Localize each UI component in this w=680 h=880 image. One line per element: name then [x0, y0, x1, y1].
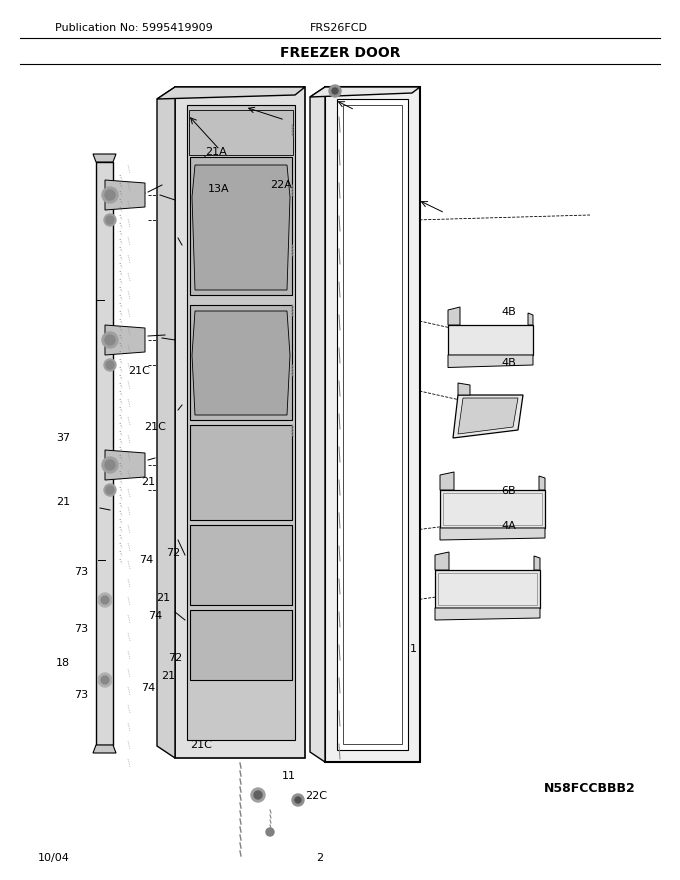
Text: 21C: 21C [190, 740, 211, 751]
Polygon shape [190, 610, 292, 680]
Text: 2: 2 [316, 853, 324, 863]
Circle shape [105, 335, 115, 345]
Polygon shape [105, 180, 145, 210]
Text: 6B: 6B [501, 486, 516, 496]
Text: 4B: 4B [501, 357, 516, 368]
Circle shape [104, 359, 116, 371]
Text: 13A: 13A [208, 184, 230, 194]
Text: 21A: 21A [205, 147, 227, 158]
Polygon shape [105, 450, 145, 480]
Text: 18: 18 [56, 657, 70, 668]
Polygon shape [93, 745, 116, 753]
Text: 72: 72 [167, 547, 180, 558]
Circle shape [104, 214, 116, 226]
Circle shape [266, 828, 274, 836]
Text: 21C: 21C [129, 366, 150, 377]
Polygon shape [539, 476, 545, 490]
Circle shape [102, 187, 118, 203]
Polygon shape [448, 325, 533, 355]
Circle shape [251, 788, 265, 802]
Polygon shape [325, 87, 420, 762]
Polygon shape [440, 528, 545, 540]
Circle shape [98, 593, 112, 607]
Text: 22A: 22A [270, 180, 292, 190]
Polygon shape [105, 325, 145, 355]
Text: FREEZER DOOR: FREEZER DOOR [279, 46, 401, 60]
Text: 21: 21 [162, 671, 175, 681]
Circle shape [105, 190, 115, 200]
Circle shape [329, 85, 341, 97]
Text: N58FCCBBB2: N58FCCBBB2 [544, 781, 636, 795]
Text: 21: 21 [156, 593, 170, 604]
Circle shape [104, 484, 116, 496]
Circle shape [101, 596, 109, 604]
Text: 73: 73 [75, 624, 88, 634]
Polygon shape [192, 311, 290, 415]
Polygon shape [343, 105, 402, 744]
Text: 74: 74 [141, 683, 155, 693]
Polygon shape [187, 105, 295, 740]
Polygon shape [93, 154, 116, 162]
Polygon shape [337, 99, 408, 750]
Polygon shape [534, 556, 540, 570]
Text: 73: 73 [75, 567, 88, 577]
Polygon shape [453, 395, 523, 438]
Circle shape [254, 791, 262, 799]
Circle shape [332, 88, 338, 94]
Polygon shape [96, 162, 113, 745]
Polygon shape [458, 383, 470, 395]
Text: 22C: 22C [305, 791, 327, 802]
Polygon shape [190, 525, 292, 605]
Polygon shape [192, 165, 290, 290]
Polygon shape [190, 305, 292, 420]
Circle shape [106, 361, 114, 369]
Circle shape [106, 216, 114, 224]
Text: 21: 21 [141, 477, 155, 488]
Circle shape [102, 457, 118, 473]
Text: Publication No: 5995419909: Publication No: 5995419909 [55, 23, 213, 33]
Text: 1: 1 [410, 644, 417, 655]
Text: FRS26FCD: FRS26FCD [310, 23, 368, 33]
Text: 21: 21 [56, 496, 70, 507]
Circle shape [295, 797, 301, 803]
Polygon shape [190, 425, 292, 520]
Polygon shape [435, 552, 449, 570]
Polygon shape [190, 157, 292, 295]
Polygon shape [435, 608, 540, 620]
Polygon shape [440, 490, 545, 528]
Polygon shape [435, 570, 540, 608]
Circle shape [102, 332, 118, 348]
Text: 37: 37 [56, 433, 70, 444]
Circle shape [292, 794, 304, 806]
Text: 72: 72 [169, 653, 182, 664]
Polygon shape [440, 472, 454, 490]
Text: 73: 73 [75, 690, 88, 700]
Circle shape [105, 460, 115, 470]
Polygon shape [448, 307, 460, 325]
Polygon shape [458, 398, 518, 434]
Polygon shape [448, 355, 533, 368]
Polygon shape [310, 87, 420, 97]
Circle shape [106, 486, 114, 494]
Text: 4A: 4A [501, 521, 516, 532]
Text: 4B: 4B [501, 307, 516, 318]
Text: 11: 11 [282, 771, 296, 781]
Text: 74: 74 [148, 611, 162, 621]
Polygon shape [310, 87, 325, 762]
Circle shape [98, 673, 112, 687]
Polygon shape [157, 87, 175, 758]
Circle shape [101, 676, 109, 684]
Polygon shape [157, 87, 305, 99]
Polygon shape [175, 87, 305, 758]
Text: 74: 74 [139, 554, 153, 565]
Text: 21C: 21C [144, 422, 166, 432]
Polygon shape [189, 110, 293, 155]
Text: 10/04: 10/04 [38, 853, 70, 863]
Polygon shape [528, 313, 533, 325]
